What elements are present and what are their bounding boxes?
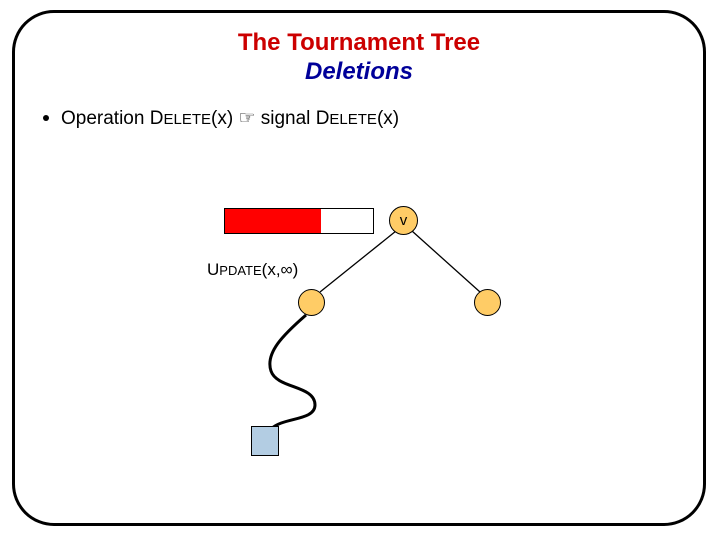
edge-left [320,231,396,292]
leaf-box [251,426,279,456]
leaf-node-left [298,289,325,316]
edge-right [412,231,480,292]
update-args: (x,∞) [262,260,299,279]
update-ucap: U [207,260,219,279]
squiggle-path [270,315,315,429]
leaf-node-right [474,289,501,316]
root-node-label: v [400,212,408,229]
update-label: UPDATE(x,∞) [207,260,298,280]
diagram-area: v UPDATE(x,∞) [15,13,709,529]
data-bar [224,208,374,234]
data-bar-red [225,209,321,233]
edges-svg [15,13,709,529]
root-node: v [389,206,418,235]
update-urest: PDATE [219,263,261,278]
data-bar-white [321,209,373,233]
slide-frame: The Tournament Tree Deletions Operation … [12,10,706,526]
